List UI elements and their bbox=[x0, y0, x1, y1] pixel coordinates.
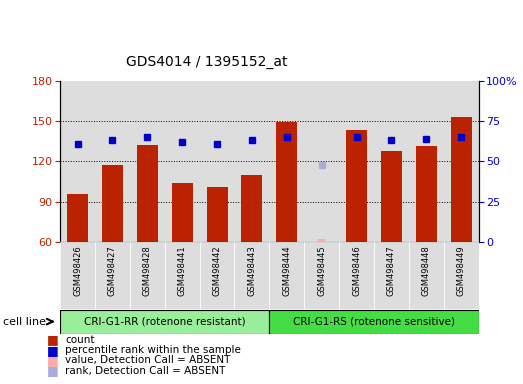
Bar bbox=[304, 242, 339, 309]
Text: GSM498443: GSM498443 bbox=[247, 245, 256, 296]
Text: GSM498448: GSM498448 bbox=[422, 245, 431, 296]
Text: percentile rank within the sample: percentile rank within the sample bbox=[65, 345, 241, 355]
Text: rank, Detection Call = ABSENT: rank, Detection Call = ABSENT bbox=[65, 366, 226, 376]
Text: ■: ■ bbox=[47, 344, 58, 357]
Text: GSM498441: GSM498441 bbox=[178, 245, 187, 296]
Bar bbox=[102, 166, 123, 242]
Text: GSM498426: GSM498426 bbox=[73, 245, 82, 296]
Bar bbox=[276, 122, 297, 242]
Bar bbox=[95, 81, 130, 242]
Text: GSM498447: GSM498447 bbox=[387, 245, 396, 296]
Bar bbox=[374, 242, 409, 309]
Bar bbox=[339, 242, 374, 309]
Bar bbox=[374, 81, 409, 242]
Text: GSM498446: GSM498446 bbox=[352, 245, 361, 296]
Text: CRI-G1-RR (rotenone resistant): CRI-G1-RR (rotenone resistant) bbox=[84, 316, 246, 327]
Bar bbox=[409, 81, 444, 242]
Bar bbox=[67, 194, 88, 242]
Text: GSM498449: GSM498449 bbox=[457, 245, 465, 296]
Bar bbox=[444, 242, 479, 309]
Bar bbox=[346, 131, 367, 242]
Text: GSM498445: GSM498445 bbox=[317, 245, 326, 296]
Bar bbox=[130, 242, 165, 309]
Text: GSM498428: GSM498428 bbox=[143, 245, 152, 296]
Bar bbox=[269, 310, 479, 334]
Text: ■: ■ bbox=[47, 364, 58, 377]
Text: ■: ■ bbox=[47, 354, 58, 367]
Bar bbox=[165, 242, 200, 309]
Bar bbox=[304, 81, 339, 242]
Bar bbox=[318, 239, 325, 242]
Bar bbox=[200, 242, 234, 309]
Text: GDS4014 / 1395152_at: GDS4014 / 1395152_at bbox=[126, 55, 287, 69]
Text: count: count bbox=[65, 335, 95, 345]
Bar bbox=[60, 81, 95, 242]
Bar bbox=[60, 242, 95, 309]
Bar bbox=[172, 183, 192, 242]
Bar bbox=[200, 81, 234, 242]
Bar bbox=[416, 146, 437, 242]
Bar bbox=[339, 81, 374, 242]
Bar bbox=[269, 242, 304, 309]
Text: ■: ■ bbox=[47, 333, 58, 346]
Bar bbox=[381, 151, 402, 242]
Bar bbox=[130, 81, 165, 242]
Bar bbox=[207, 187, 228, 242]
Bar bbox=[409, 242, 444, 309]
Text: cell line: cell line bbox=[3, 316, 46, 327]
Bar bbox=[444, 81, 479, 242]
Bar bbox=[137, 145, 158, 242]
Bar bbox=[269, 81, 304, 242]
Text: GSM498444: GSM498444 bbox=[282, 245, 291, 296]
Text: CRI-G1-RS (rotenone sensitive): CRI-G1-RS (rotenone sensitive) bbox=[293, 316, 455, 327]
Bar bbox=[165, 81, 200, 242]
Text: GSM498442: GSM498442 bbox=[212, 245, 222, 296]
Bar bbox=[60, 310, 269, 334]
Bar bbox=[234, 81, 269, 242]
Bar bbox=[234, 242, 269, 309]
Bar bbox=[242, 175, 263, 242]
Text: GSM498427: GSM498427 bbox=[108, 245, 117, 296]
Bar bbox=[95, 242, 130, 309]
Text: value, Detection Call = ABSENT: value, Detection Call = ABSENT bbox=[65, 355, 231, 365]
Bar bbox=[451, 117, 472, 242]
